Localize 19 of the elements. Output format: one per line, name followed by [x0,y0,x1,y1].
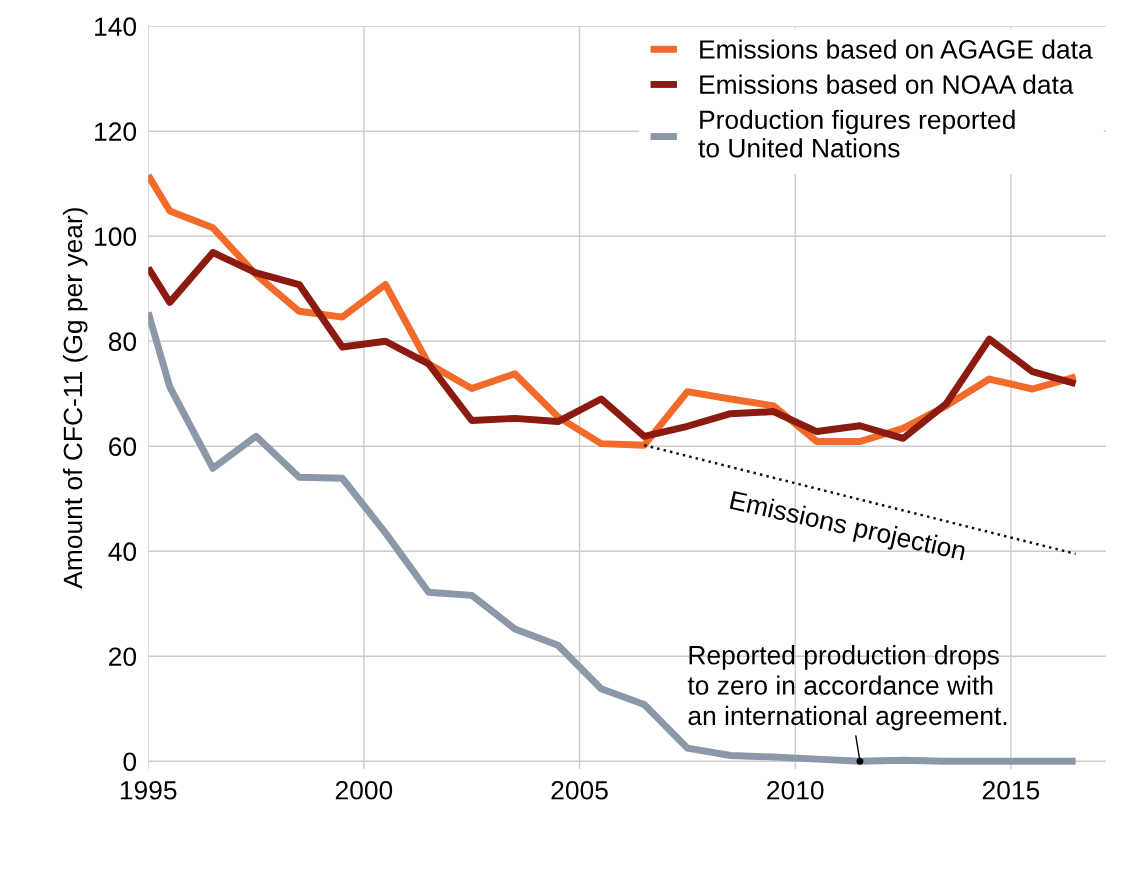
x-tick-label: 2005 [551,780,608,800]
y-tick-label: 120 [95,122,137,142]
y-tick-label: 140 [95,17,137,37]
legend-label: Production figures reported to United Nations [698,109,1015,158]
x-tick-label: 2000 [335,780,393,800]
x-tick-label: 1995 [120,780,177,800]
x-tick-label: 2015 [982,780,1040,800]
x-tick-label: 2010 [767,780,824,800]
y-tick-label: 20 [109,647,137,667]
y-tick-label: 100 [95,227,137,247]
annotation: Reported production drops to zero in accordance with an international agreement. [687,645,1007,731]
y-tick-label: 80 [108,332,137,352]
y-tick-label: 40 [108,542,137,562]
annotation: Emissions projection [728,489,967,566]
y-tick-label: 0 [123,752,137,772]
y-axis-title: Amount of CFC-11 (Gg per year) [62,208,88,589]
legend-label: Emissions based on NOAA data [700,74,1074,94]
y-tick-label: 60 [109,437,137,457]
legend-label: Emissions based on AGAGE data [700,39,1093,59]
